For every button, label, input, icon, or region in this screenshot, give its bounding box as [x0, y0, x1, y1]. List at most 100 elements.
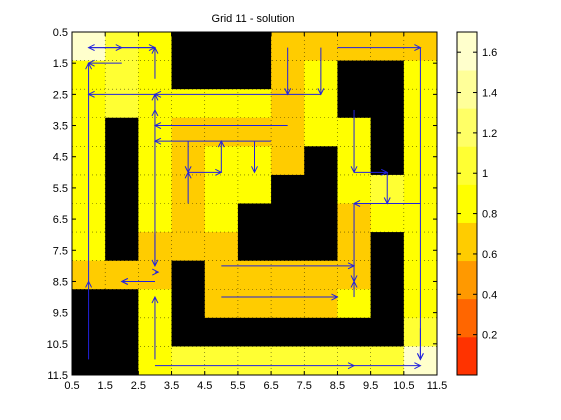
heatmap-cell — [304, 346, 338, 376]
heatmap-cell — [370, 346, 405, 376]
chart-title: Grid 11 - solution — [212, 13, 295, 25]
x-tick-label: 9.5 — [363, 380, 378, 392]
arrow-head — [87, 44, 95, 52]
heatmap-cell — [271, 317, 305, 347]
colorbar-segment — [457, 260, 477, 300]
colorbar-segment — [457, 298, 477, 338]
colorbar-segment — [457, 70, 477, 109]
heatmap-cell — [171, 317, 206, 347]
colorbar-segment — [457, 184, 477, 223]
heatmap-cell — [237, 174, 272, 204]
heatmap-cell — [204, 203, 239, 233]
x-tick-label: 10.5 — [393, 380, 414, 392]
y-tick-label: 10.5 — [47, 339, 68, 351]
arrow-head — [153, 122, 162, 129]
solution-arrow — [350, 280, 358, 298]
heatmap-cell — [105, 346, 139, 376]
arrow-head — [347, 262, 356, 270]
x-tick-label: 0.5 — [64, 380, 79, 392]
solution-arrow — [120, 278, 155, 285]
heatmap-cell — [271, 174, 305, 204]
grid-lines — [72, 32, 437, 375]
colorbar-tick-label: 0.8 — [482, 209, 497, 221]
colorbar-tick-label: 0.2 — [482, 330, 497, 342]
heatmap-cell — [204, 317, 239, 347]
heatmap-cell — [271, 289, 305, 319]
heatmap-cell — [105, 203, 139, 233]
colorbar-segment — [457, 108, 477, 147]
colorbar: 0.2 0.4 0.6 0.8 1 1.2 1.4 1.6 — [456, 31, 497, 376]
y-tick-label: 5.5 — [53, 183, 68, 195]
solution-arrow — [221, 262, 356, 270]
arrow-head — [85, 62, 93, 70]
solution-arrow — [153, 137, 272, 145]
y-tick-label: 9.5 — [53, 308, 68, 320]
y-tick-label: 7.5 — [53, 245, 68, 257]
heatmap-cell — [370, 317, 405, 347]
colorbar-tick-label: 1.4 — [482, 88, 497, 100]
arrow-head — [350, 280, 358, 288]
colorbar-segment — [457, 146, 477, 185]
heatmap-cell — [370, 60, 405, 90]
heatmap-cell — [271, 117, 305, 147]
heatmap-cell — [370, 232, 405, 262]
x-tick-label: 6.5 — [263, 380, 278, 392]
heatmap-cell — [304, 203, 338, 233]
heatmap-cell — [105, 289, 139, 319]
heatmap-cell — [271, 146, 305, 176]
solution-arrow — [153, 90, 321, 98]
arrow-head — [152, 268, 160, 276]
y-tick-label: 3.5 — [53, 121, 68, 133]
x-axis: 0.5 1.5 2.5 3.5 4.5 5.5 6.5 7.5 8.5 9.5 10.5 11.5 — [64, 32, 447, 392]
colorbar-frame — [456, 31, 478, 376]
arrow-head — [120, 278, 128, 285]
heatmap-cell — [171, 60, 206, 90]
x-tick-label: 5.5 — [230, 380, 245, 392]
x-tick-label: 7.5 — [297, 380, 312, 392]
heatmap-cell — [337, 346, 372, 376]
heatmap-cell — [204, 89, 239, 119]
heatmap-cell — [204, 232, 239, 262]
heatmap-cell — [304, 317, 338, 347]
heatmap-cell — [72, 32, 106, 61]
y-tick-label: 11.5 — [47, 370, 68, 382]
heatmap-cell — [237, 289, 272, 319]
arrow-head — [414, 362, 422, 370]
heatmap-cell — [370, 89, 405, 119]
heatmap-cell — [105, 146, 139, 176]
colorbar-tick-label: 1 — [482, 168, 488, 180]
heatmap-cell — [237, 60, 272, 90]
arrow-head — [331, 293, 339, 301]
heatmap-cell — [370, 117, 405, 147]
heatmap-cell — [304, 232, 338, 262]
heatmap-cell — [237, 203, 272, 233]
heatmap-cell — [171, 346, 206, 376]
y-axis: 0.5 1.5 2.5 3.5 4.5 5.5 6.5 7.5 8.5 9.5 10.5 11.5 — [47, 27, 437, 382]
heatmap-cell — [271, 260, 305, 290]
heatmap-cell — [370, 146, 405, 176]
heatmap-cell — [171, 89, 206, 119]
colorbar-tick-label: 1.6 — [482, 47, 497, 59]
heatmap-cell — [105, 317, 139, 347]
solution-arrow — [153, 122, 288, 129]
heatmap-cell — [105, 232, 139, 262]
solution-arrow — [416, 328, 424, 361]
y-tick-label: 8.5 — [53, 276, 68, 288]
x-tick-label: 4.5 — [197, 380, 212, 392]
x-tick-label: 11.5 — [427, 380, 448, 392]
heatmap-cell — [204, 289, 239, 319]
arrow-head — [151, 259, 159, 267]
solution-arrow — [87, 44, 155, 52]
heatmap-cell — [105, 60, 139, 90]
x-tick-label: 3.5 — [164, 380, 179, 392]
solution-arrow — [152, 268, 160, 276]
y-tick-label: 6.5 — [53, 214, 68, 226]
heatmap-cell — [304, 146, 338, 176]
arrow-head — [251, 166, 258, 174]
heatmap-cell — [237, 89, 272, 119]
arrow-head — [151, 295, 159, 304]
heatmap-cell — [304, 289, 338, 319]
x-tick-label: 1.5 — [98, 380, 113, 392]
solution-arrow — [85, 62, 93, 282]
solution-arrow — [354, 362, 422, 370]
